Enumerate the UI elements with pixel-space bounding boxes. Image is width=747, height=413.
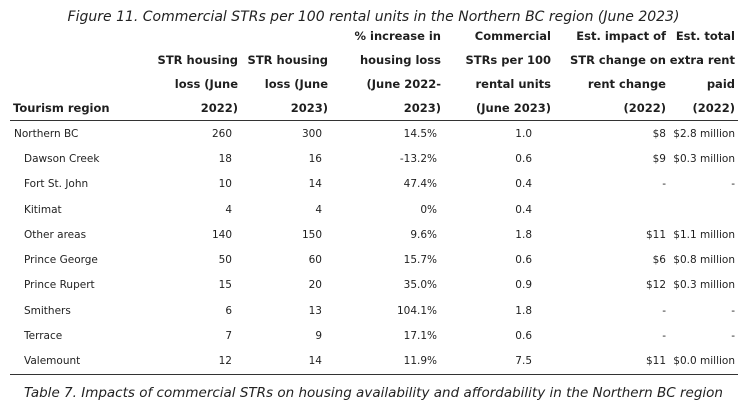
table-row: Dawson Creek 18 16 -13.2% 0.6 $9 $0.3 million <box>10 146 738 171</box>
header-extra-rent: Est. total extra rent paid (2022) <box>669 24 738 121</box>
rent-impact-cell: - <box>662 304 666 317</box>
str-loss-2023-cell: 13 <box>308 304 322 317</box>
str-loss-2023-cell: 16 <box>308 152 322 165</box>
table-row: Fort St. John 10 14 47.4% 0.4 - - <box>10 172 738 197</box>
percent-increase-cell: 0% <box>420 203 437 216</box>
percent-increase-cell: -13.2% <box>399 152 437 165</box>
extra-rent-cell: $0.3 million <box>673 152 735 165</box>
region-cell: Smithers <box>24 304 71 317</box>
table-row: Prince George 50 60 15.7% 0.6 $6 $0.8 million <box>10 247 738 272</box>
str-loss-2022-cell: 10 <box>218 178 232 191</box>
rent-impact-cell: $8 <box>652 127 666 140</box>
table-row: Prince Rupert 15 20 35.0% 0.9 $12 $0.3 million <box>10 273 738 298</box>
table-body: Northern BC 260 300 14.5% 1.0 $8 $2.8 million D… <box>10 121 738 375</box>
region-cell: Terrace <box>24 330 63 343</box>
str-loss-2023-cell: 150 <box>301 228 322 241</box>
extra-rent-cell: - <box>731 178 735 191</box>
commercial-strs-cell: 0.6 <box>515 254 532 267</box>
rent-impact-cell: - <box>662 178 666 191</box>
str-loss-2022-cell: 140 <box>211 228 232 241</box>
percent-increase-cell: 35.0% <box>403 279 437 292</box>
commercial-strs-cell: 0.4 <box>515 203 532 216</box>
rent-impact-cell: $9 <box>652 152 666 165</box>
str-impact-table: Tourism region STR housing loss (June 20… <box>10 24 738 375</box>
commercial-strs-cell: 0.4 <box>515 178 532 191</box>
table-caption: Table 7. Impacts of commercial STRs on h… <box>24 385 723 401</box>
str-loss-2022-cell: 15 <box>218 279 232 292</box>
str-loss-2023-cell: 14 <box>308 178 322 191</box>
extra-rent-cell: - <box>731 304 735 317</box>
percent-increase-cell: 104.1% <box>396 304 437 317</box>
rent-impact-cell: $12 <box>645 279 666 292</box>
str-loss-2022-cell: 4 <box>225 203 232 216</box>
commercial-strs-cell: 1.0 <box>515 127 532 140</box>
str-loss-2022-cell: 50 <box>218 254 232 267</box>
str-loss-2022-cell: 6 <box>225 304 232 317</box>
str-loss-2022-cell: 12 <box>141 348 241 375</box>
rent-impact-cell: $6 <box>652 254 666 267</box>
table-header: Tourism region STR housing loss (June 20… <box>10 24 738 121</box>
extra-rent-cell: $0.3 million <box>673 279 735 292</box>
figure-caption: Figure 11. Commercial STRs per 100 renta… <box>67 9 680 25</box>
table-row: Kitimat 4 4 0% 0.4 <box>10 197 738 222</box>
header-rent-impact: Est. impact of STR change on rent change… <box>554 24 669 121</box>
rent-impact-cell <box>554 197 669 222</box>
region-cell: Kitimat <box>24 203 62 216</box>
str-loss-2023-cell: 60 <box>308 254 322 267</box>
extra-rent-cell: $2.8 million <box>673 127 735 140</box>
commercial-strs-cell: 1.8 <box>515 304 532 317</box>
extra-rent-cell: $1.1 million <box>673 228 735 241</box>
str-loss-2022-cell: 18 <box>218 152 232 165</box>
commercial-strs-cell: 1.8 <box>515 228 532 241</box>
extra-rent-cell: $0.8 million <box>673 254 735 267</box>
percent-increase-cell: 9.6% <box>410 228 437 241</box>
table-row: Other areas 140 150 9.6% 1.8 $11 $1.1 million <box>10 222 738 247</box>
region-cell: Fort St. John <box>24 178 89 191</box>
percent-increase-cell: 47.4% <box>403 178 437 191</box>
header-str-loss-2022: STR housing loss (June 2022) <box>141 24 241 121</box>
extra-rent-cell <box>669 197 738 222</box>
rent-impact-cell: $11 <box>554 348 669 375</box>
extra-rent-cell: - <box>731 330 735 343</box>
commercial-strs-cell: 7.5 <box>444 348 554 375</box>
table-row: Smithers 6 13 104.1% 1.8 - - <box>10 298 738 323</box>
str-loss-2022-cell: 7 <box>225 330 232 343</box>
percent-increase-cell: 11.9% <box>331 348 444 375</box>
header-commercial-strs: Commercial STRs per 100 rental units (Ju… <box>444 24 554 121</box>
region-cell: Dawson Creek <box>24 152 100 165</box>
region-cell: Northern BC <box>14 127 79 140</box>
str-loss-2023-cell: 9 <box>315 330 322 343</box>
str-loss-2023-cell: 14 <box>241 348 331 375</box>
header-percent-increase: % increase in housing loss (June 2022-20… <box>331 24 444 121</box>
commercial-strs-cell: 0.9 <box>515 279 532 292</box>
str-loss-2023-cell: 300 <box>301 127 322 140</box>
str-loss-2023-cell: 4 <box>315 203 322 216</box>
region-cell: Prince George <box>24 254 98 267</box>
table-row: Terrace 7 9 17.1% 0.6 - - <box>10 323 738 348</box>
percent-increase-cell: 15.7% <box>403 254 437 267</box>
rent-impact-cell: $11 <box>645 228 666 241</box>
commercial-strs-cell: 0.6 <box>515 330 532 343</box>
commercial-strs-cell: 0.6 <box>515 152 532 165</box>
table-row: Valemount 12 14 11.9% 7.5 $11 $0.0 million <box>10 348 738 375</box>
percent-increase-cell: 14.5% <box>403 127 437 140</box>
rent-impact-cell: - <box>662 330 666 343</box>
region-cell: Valemount <box>10 348 141 375</box>
header-tourism-region: Tourism region <box>10 24 141 121</box>
header-str-loss-2023: STR housing loss (June 2023) <box>241 24 331 121</box>
region-cell: Other areas <box>24 228 87 241</box>
region-cell: Prince Rupert <box>24 279 95 292</box>
str-loss-2022-cell: 260 <box>211 127 232 140</box>
extra-rent-cell: $0.0 million <box>669 348 738 375</box>
str-loss-2023-cell: 20 <box>308 279 322 292</box>
table-row: Northern BC 260 300 14.5% 1.0 $8 $2.8 million <box>10 121 738 147</box>
percent-increase-cell: 17.1% <box>403 330 437 343</box>
